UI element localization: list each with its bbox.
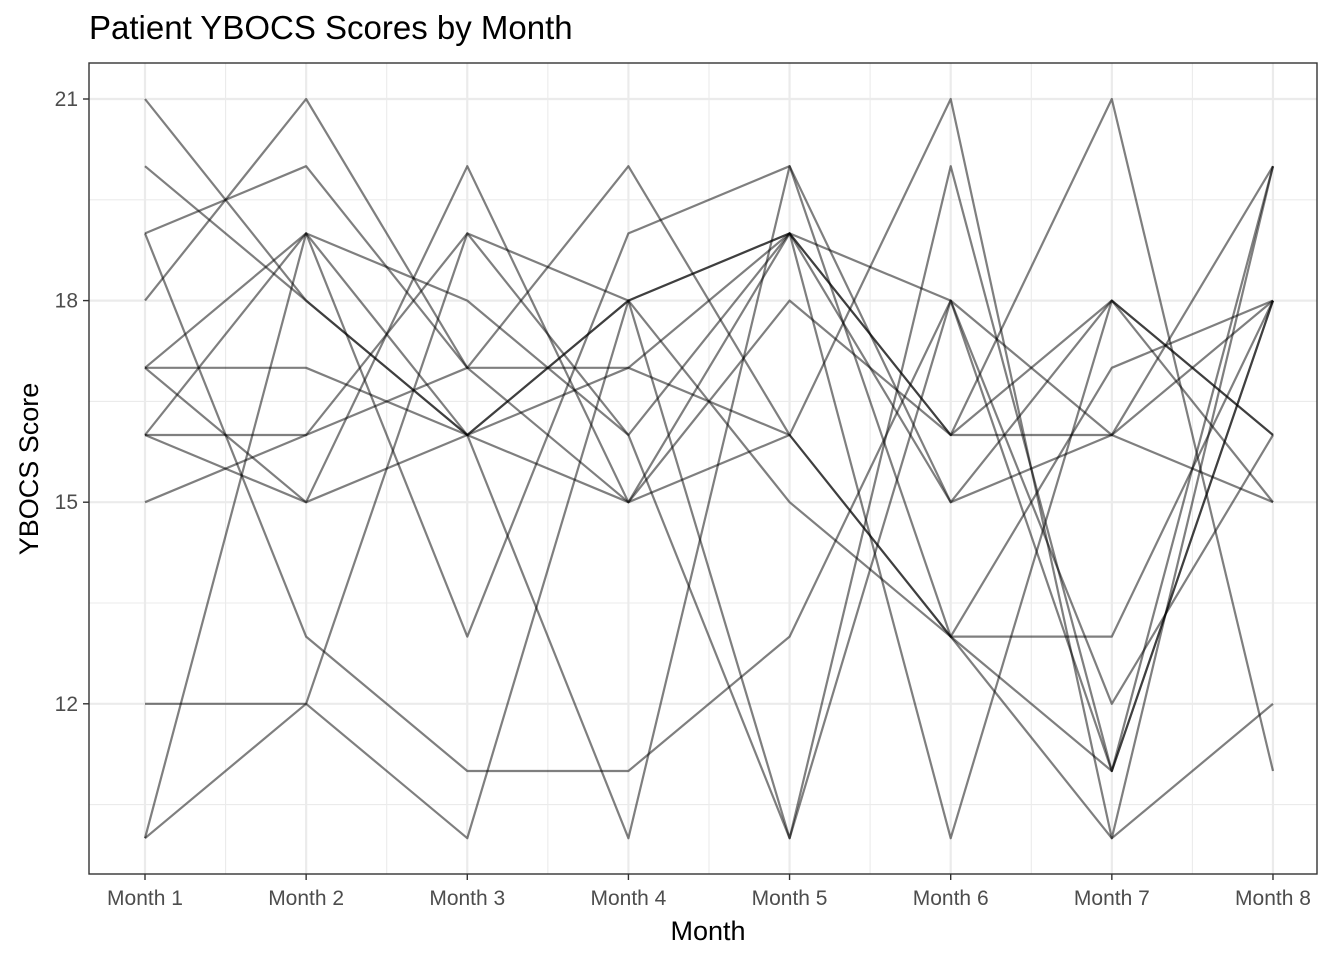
series-line-3	[144, 165, 1274, 504]
x-tick-label: Month 4	[590, 887, 666, 910]
series-line-12	[145, 165, 1275, 840]
chart-title: Patient YBOCS Scores by Month	[89, 9, 573, 46]
x-tick-label: Month 1	[107, 887, 183, 910]
series-line-4	[143, 232, 1274, 773]
x-tick-label: Month 7	[1074, 887, 1150, 910]
series-line-14	[144, 97, 1275, 840]
x-tick-label: Month 6	[913, 887, 989, 910]
y-tick-label: 12	[55, 693, 78, 716]
x-tick-label: Month 5	[752, 887, 828, 910]
series-line-6	[145, 299, 1274, 638]
series-line-13	[143, 165, 1275, 840]
y-axis-title: YBOCS Score	[14, 383, 44, 556]
y-axis: 12 15 18 21	[55, 88, 89, 716]
y-tick-label: 15	[55, 491, 78, 514]
series-line-11	[144, 232, 1274, 840]
series-line-9	[144, 165, 1274, 638]
x-tick-label: Month 3	[429, 887, 505, 910]
series-line-8	[145, 97, 1275, 840]
x-tick-label: Month 2	[268, 887, 344, 910]
x-axis: Month 1 Month 2 Month 3 Month 4 Month 5 Month…	[107, 874, 1311, 910]
x-axis-title: Month	[670, 916, 745, 946]
y-tick-label: 21	[55, 88, 78, 111]
y-tick-label: 18	[55, 290, 78, 313]
panel-border	[88, 62, 1318, 875]
x-tick-label: Month 8	[1235, 887, 1311, 910]
series-line-7	[144, 165, 1274, 504]
series-line-15	[144, 165, 1274, 840]
series-layer	[143, 97, 1275, 840]
